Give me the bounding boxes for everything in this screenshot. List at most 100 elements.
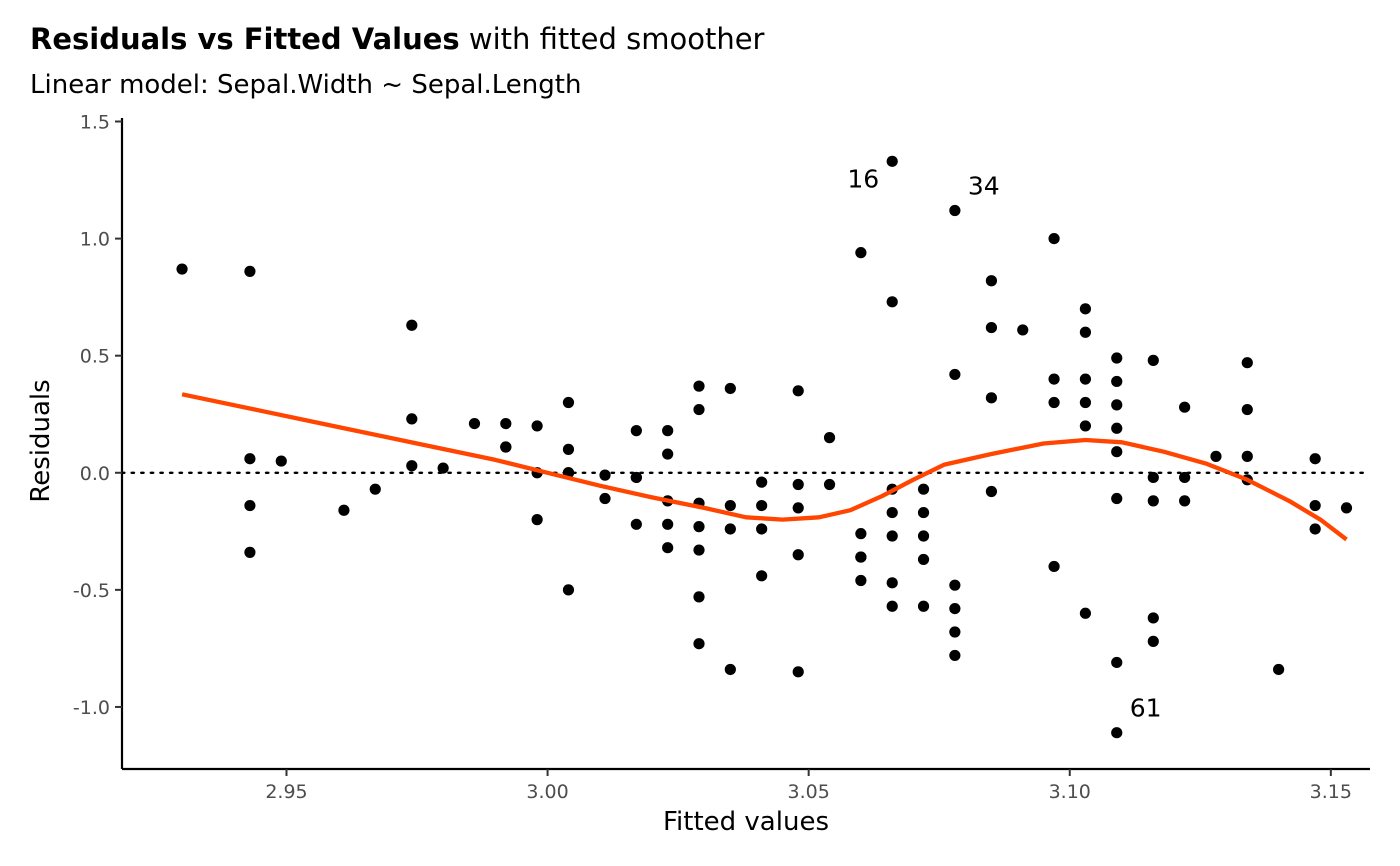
data-point bbox=[1241, 357, 1253, 369]
data-point bbox=[630, 518, 642, 530]
data-point bbox=[1340, 502, 1353, 514]
data-point bbox=[338, 504, 350, 516]
data-point bbox=[1309, 523, 1321, 535]
data-point bbox=[792, 666, 804, 678]
data-point bbox=[1241, 403, 1253, 416]
data-point bbox=[1273, 663, 1285, 676]
data-point bbox=[693, 591, 705, 603]
data-point bbox=[1111, 656, 1123, 669]
data-point bbox=[1179, 495, 1191, 507]
data-point bbox=[1111, 375, 1123, 388]
chart-title-bold: Residuals vs Fitted Values bbox=[30, 22, 460, 56]
data-point bbox=[756, 570, 768, 582]
data-point bbox=[1309, 453, 1321, 465]
data-point bbox=[756, 476, 768, 488]
data-point bbox=[275, 455, 287, 467]
data-point bbox=[792, 549, 804, 561]
data-point bbox=[823, 432, 836, 444]
data-point bbox=[949, 649, 961, 662]
data-point bbox=[1048, 373, 1060, 385]
data-point bbox=[1048, 396, 1060, 409]
axes-layer: 1.5 1.0 0.5 0.0 -0.5 -1.0 2.95 3.00 3.05 3.10 3.15 bbox=[73, 112, 1370, 803]
point-label-61: 61 bbox=[1130, 694, 1162, 723]
data-point bbox=[1079, 373, 1092, 385]
data-point bbox=[630, 425, 642, 437]
data-point bbox=[1111, 446, 1123, 458]
data-point bbox=[1079, 396, 1092, 409]
data-point bbox=[244, 546, 256, 558]
data-point bbox=[855, 574, 867, 587]
point-label-16: 16 bbox=[847, 164, 879, 193]
data-point bbox=[917, 506, 930, 519]
data-point bbox=[562, 443, 575, 455]
data-point bbox=[886, 577, 898, 589]
data-point bbox=[176, 263, 188, 275]
data-point bbox=[1147, 635, 1159, 647]
data-point bbox=[855, 551, 867, 563]
data-point bbox=[1111, 492, 1123, 505]
data-point bbox=[724, 499, 736, 512]
data-point bbox=[985, 392, 998, 404]
data-point bbox=[406, 460, 418, 472]
data-point bbox=[917, 553, 930, 566]
y-tick-label: -1.0 bbox=[73, 697, 110, 719]
data-point bbox=[949, 204, 961, 217]
data-point bbox=[792, 385, 804, 397]
data-point bbox=[985, 321, 998, 334]
data-point bbox=[562, 396, 575, 409]
data-point bbox=[886, 155, 898, 167]
data-point bbox=[886, 506, 898, 519]
data-point bbox=[562, 584, 575, 596]
data-point bbox=[855, 528, 867, 540]
data-point bbox=[500, 441, 512, 453]
data-point bbox=[369, 483, 381, 495]
data-point bbox=[1309, 499, 1321, 512]
data-point bbox=[1111, 422, 1123, 434]
data-point bbox=[1111, 352, 1123, 364]
data-point bbox=[693, 521, 705, 533]
data-point bbox=[662, 425, 674, 437]
x-tick-label: 2.95 bbox=[265, 781, 307, 803]
data-point bbox=[792, 478, 804, 491]
y-axis-title: Residuals bbox=[26, 379, 56, 502]
data-point bbox=[468, 417, 481, 430]
data-point bbox=[599, 492, 611, 505]
data-point bbox=[531, 420, 543, 432]
x-tick-label: 3.00 bbox=[526, 781, 568, 803]
data-point bbox=[756, 523, 768, 535]
data-point bbox=[1210, 450, 1222, 462]
data-point bbox=[855, 247, 867, 259]
y-tick-label: 0.5 bbox=[80, 346, 110, 368]
data-point bbox=[917, 483, 930, 495]
smoother-layer bbox=[181, 392, 1348, 542]
data-point bbox=[406, 413, 418, 425]
data-point bbox=[1111, 399, 1123, 411]
data-point bbox=[630, 471, 642, 484]
data-point bbox=[662, 448, 674, 460]
data-point bbox=[599, 469, 611, 481]
data-point bbox=[949, 626, 961, 638]
data-point bbox=[949, 602, 961, 615]
data-point bbox=[886, 530, 898, 542]
points-layer bbox=[176, 155, 1353, 739]
data-point bbox=[1048, 560, 1060, 573]
data-point bbox=[823, 478, 836, 491]
data-point bbox=[1017, 324, 1029, 336]
data-point bbox=[756, 499, 768, 512]
data-point bbox=[1147, 495, 1159, 507]
data-point bbox=[1241, 450, 1253, 462]
chart-subtitle: Linear model: Sepal.Width ~ Sepal.Length bbox=[30, 70, 582, 100]
data-point bbox=[406, 319, 418, 331]
data-point bbox=[1079, 607, 1092, 619]
y-tick-label: 1.0 bbox=[80, 229, 110, 251]
data-point bbox=[1111, 727, 1123, 739]
data-point bbox=[500, 417, 512, 430]
x-tick-label: 3.15 bbox=[1310, 781, 1352, 803]
chart-title: Residuals vs Fitted Values with fitted s… bbox=[30, 22, 765, 56]
x-axis-title: Fitted values bbox=[663, 807, 829, 837]
y-tick-label: -0.5 bbox=[73, 580, 110, 602]
data-point bbox=[1079, 326, 1092, 338]
data-point bbox=[724, 382, 736, 395]
data-point bbox=[917, 530, 930, 542]
data-point bbox=[244, 265, 256, 277]
